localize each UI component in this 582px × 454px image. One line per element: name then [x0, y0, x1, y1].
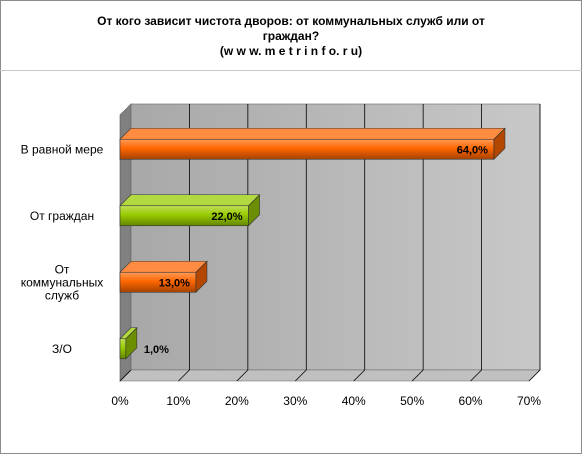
bar-value-label: 64,0%	[457, 144, 488, 156]
category-label: От коммунальных служб	[21, 262, 104, 302]
bar-top-face	[119, 260, 208, 273]
chart-title-source: (w w w. m e t r i n f o. r u)	[219, 44, 363, 58]
title-separator	[0, 70, 582, 71]
floor	[119, 369, 541, 382]
bar-end-face	[493, 127, 506, 160]
chart-title-line-1: От кого зависит чистота дворов: от комму…	[97, 14, 485, 28]
x-tick-label: 0%	[111, 394, 129, 408]
grid-line-floor	[119, 369, 132, 382]
bar-end-face	[248, 194, 260, 227]
grid-line-floor	[236, 369, 249, 382]
x-tick-label: 50%	[400, 394, 424, 408]
bar-value-label: 22,0%	[211, 211, 242, 223]
bar-end-face	[195, 260, 208, 293]
x-tick-label: 60%	[459, 394, 483, 408]
grid-line-floor	[528, 369, 541, 382]
bar-end-face	[125, 327, 138, 360]
bar	[119, 338, 127, 360]
x-tick-label: 40%	[342, 394, 366, 408]
grid-line-floor	[295, 369, 307, 382]
category-label: З/О	[52, 342, 72, 356]
grid-line-floor	[470, 369, 482, 382]
x-tick-label: 20%	[225, 394, 249, 408]
x-tick-label: 30%	[283, 394, 307, 408]
grid-line-floor	[411, 369, 424, 382]
grid-line-floor	[178, 369, 190, 382]
x-tick-label: 10%	[166, 394, 190, 408]
bar-top-face	[119, 127, 506, 140]
bar-top-face	[119, 194, 261, 207]
category-label: От граждан	[30, 209, 94, 223]
bar-value-label: 13,0%	[159, 277, 190, 289]
chart-title: От кого зависит чистота дворов: от комму…	[0, 14, 582, 59]
category-label: В равной мере	[21, 142, 104, 156]
x-tick-label: 70%	[517, 394, 541, 408]
bar-value-label: 1,0%	[144, 344, 169, 356]
grid-line-floor	[353, 369, 365, 382]
bar	[119, 138, 495, 160]
chart-title-line-2: граждан?	[262, 29, 320, 43]
